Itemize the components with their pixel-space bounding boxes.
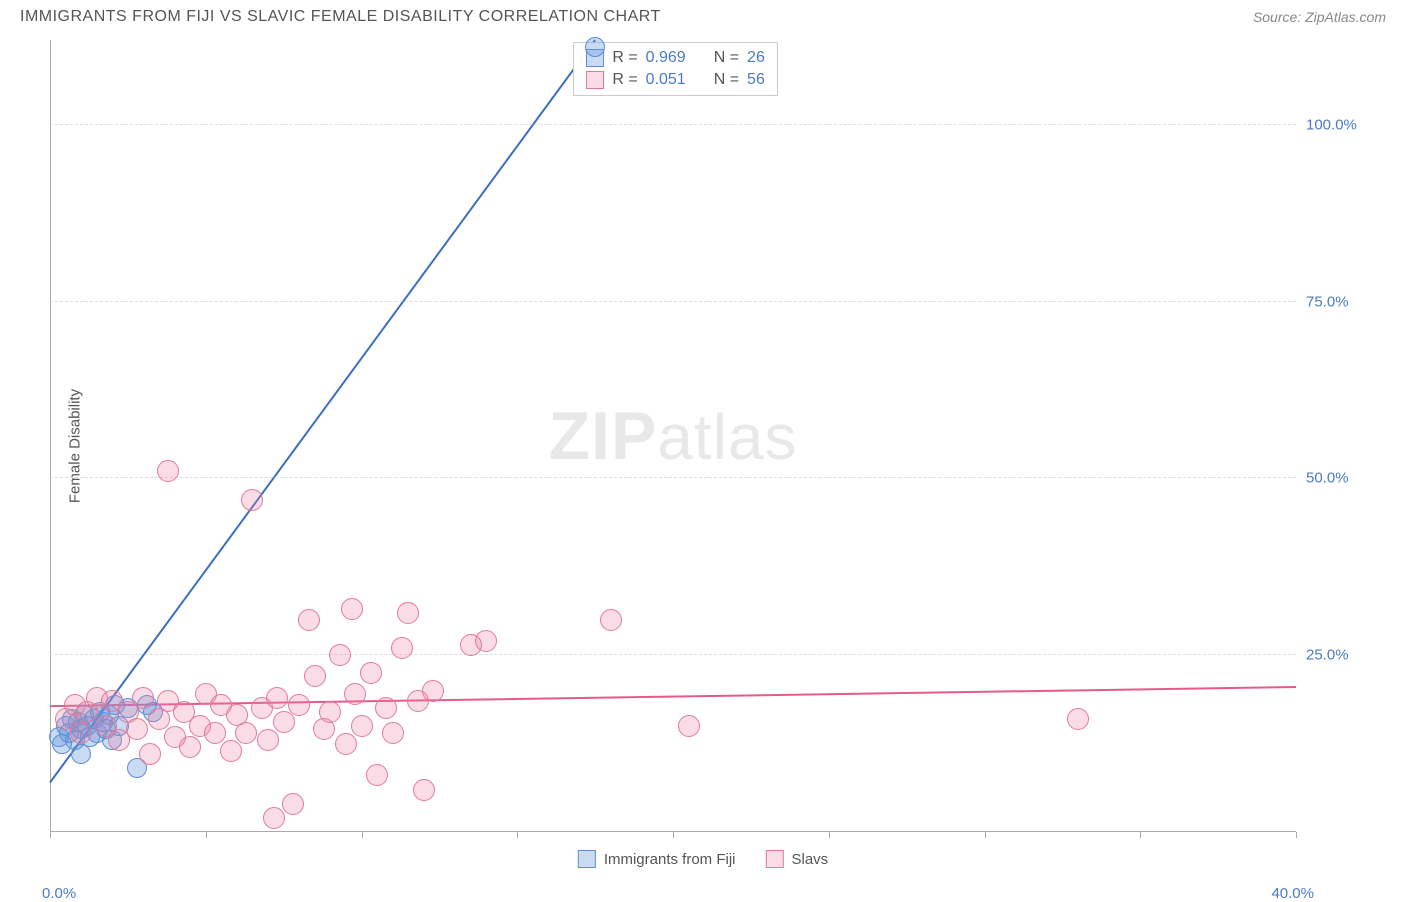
trend-line (50, 687, 1296, 706)
x-tick-mark (50, 832, 51, 838)
stats-row: R = 0.051 N = 56 (586, 69, 765, 91)
gridline-h (50, 654, 1296, 655)
y-tick-label: 50.0% (1306, 470, 1386, 487)
stats-n-value: 56 (747, 71, 765, 89)
x-tick-mark (206, 832, 207, 838)
stats-r-label: R = (612, 49, 637, 67)
scatter-point (266, 687, 288, 709)
y-tick-label: 75.0% (1306, 293, 1386, 310)
scatter-point (335, 733, 357, 755)
scatter-point (1067, 708, 1089, 730)
scatter-point (263, 807, 285, 829)
scatter-point (52, 734, 72, 754)
gridline-h (50, 477, 1296, 478)
legend-label: Immigrants from Fiji (604, 851, 736, 868)
scatter-point (288, 694, 310, 716)
scatter-point (422, 680, 444, 702)
legend-item: Slavs (766, 850, 829, 868)
scatter-point (273, 711, 295, 733)
scatter-point (391, 637, 413, 659)
scatter-point (585, 37, 605, 57)
legend-swatch (578, 850, 596, 868)
stats-n-label: N = (714, 71, 739, 89)
stats-r-value: 0.969 (646, 49, 686, 67)
scatter-point (600, 609, 622, 631)
scatter-point (179, 736, 201, 758)
scatter-point (360, 662, 382, 684)
scatter-point (304, 665, 326, 687)
x-tick-max: 40.0% (1271, 885, 1314, 902)
x-tick-mark (829, 832, 830, 838)
x-tick-mark (1140, 832, 1141, 838)
stats-swatch (586, 71, 604, 89)
scatter-point (71, 744, 91, 764)
stats-r-label: R = (612, 71, 637, 89)
scatter-point (366, 764, 388, 786)
scatter-point (397, 602, 419, 624)
x-tick-mark (1296, 832, 1297, 838)
x-tick-mark (362, 832, 363, 838)
y-tick-label: 25.0% (1306, 647, 1386, 664)
scatter-point (257, 729, 279, 751)
scatter-point (351, 715, 373, 737)
scatter-point (282, 793, 304, 815)
x-tick-mark (517, 832, 518, 838)
scatter-point (319, 701, 341, 723)
bottom-legend: Immigrants from Fiji Slavs (578, 850, 828, 868)
legend-item: Immigrants from Fiji (578, 850, 736, 868)
scatter-point (329, 644, 351, 666)
y-tick-label: 100.0% (1306, 116, 1386, 133)
scatter-point (375, 697, 397, 719)
x-tick-mark (673, 832, 674, 838)
stats-row: R = 0.969 N = 26 (586, 47, 765, 69)
chart-area: ZIPatlas R = 0.969N = 26R = 0.051N = 56 … (50, 40, 1296, 832)
scatter-point (382, 722, 404, 744)
scatter-point (132, 687, 154, 709)
scatter-point (220, 740, 242, 762)
scatter-point (298, 609, 320, 631)
scatter-point (413, 779, 435, 801)
scatter-point (126, 718, 148, 740)
gridline-h (50, 301, 1296, 302)
scatter-point (475, 630, 497, 652)
plot-area: ZIPatlas R = 0.969N = 26R = 0.051N = 56 … (50, 40, 1296, 832)
scatter-point (204, 722, 226, 744)
scatter-point (70, 722, 92, 744)
scatter-point (235, 722, 257, 744)
chart-title: IMMIGRANTS FROM FIJI VS SLAVIC FEMALE DI… (20, 8, 661, 26)
legend-swatch (766, 850, 784, 868)
scatter-point (344, 683, 366, 705)
stats-n-value: 26 (747, 49, 765, 67)
x-tick-mark (985, 832, 986, 838)
scatter-point (241, 489, 263, 511)
x-tick-min: 0.0% (42, 885, 76, 902)
stats-r-value: 0.051 (646, 71, 686, 89)
scatter-point (678, 715, 700, 737)
stats-n-label: N = (714, 49, 739, 67)
scatter-point (139, 743, 161, 765)
gridline-h (50, 124, 1296, 125)
scatter-point (341, 598, 363, 620)
source-label: Source: ZipAtlas.com (1253, 9, 1386, 25)
legend-label: Slavs (792, 851, 829, 868)
scatter-point (157, 460, 179, 482)
